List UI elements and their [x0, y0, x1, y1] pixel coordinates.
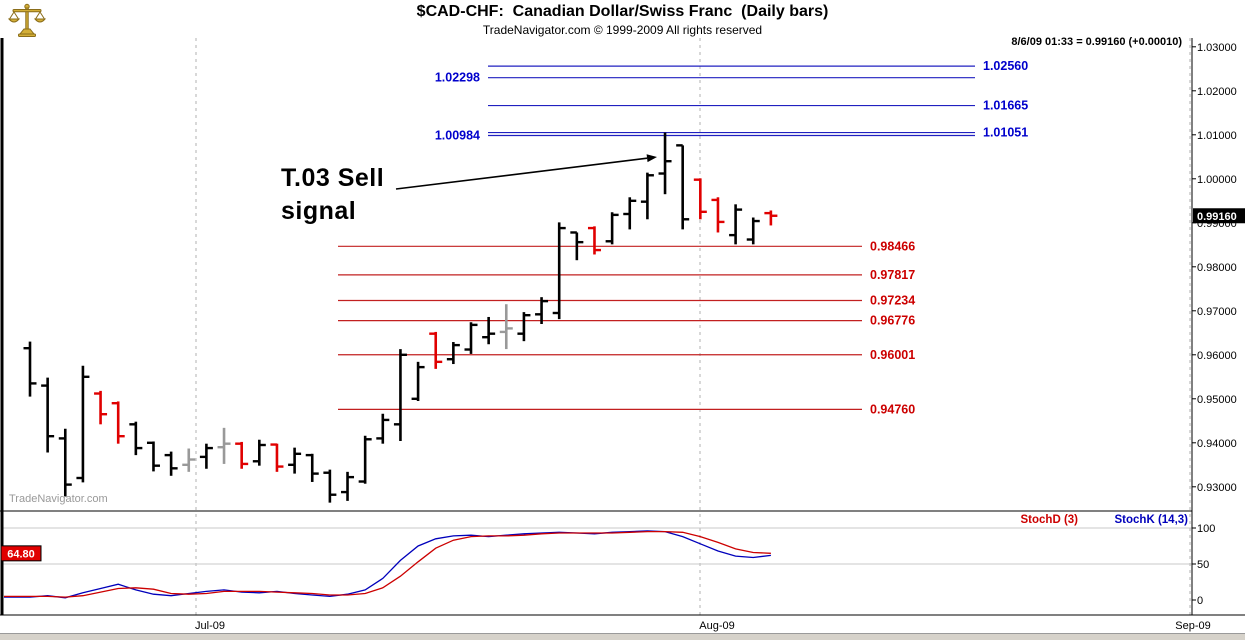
ohlc-bar: [464, 322, 478, 354]
ohlc-bar: [252, 439, 266, 466]
sell-signal-arrowhead: [646, 154, 657, 163]
ohlc-bar: [111, 401, 125, 444]
price-axis-label: 0.96000: [1197, 350, 1237, 362]
price-axis-label: 0.94000: [1197, 438, 1237, 450]
scales-logo-icon: [7, 3, 47, 37]
sell-signal-text-line2: signal: [281, 196, 357, 225]
sell-signal-annotation[interactable]: T.03 Sell signal: [281, 162, 384, 227]
ohlc-bar: [623, 197, 637, 230]
ohlc-bar: [23, 341, 37, 397]
price-axis-label: 0.98000: [1197, 262, 1237, 274]
ohlc-bar: [41, 377, 55, 453]
sell-signal-text-line1: T.03 Sell: [281, 164, 385, 192]
ohlc-bar: [640, 172, 654, 220]
ohlc-bar: [764, 210, 778, 226]
time-axis-label: Jul-09: [195, 620, 225, 632]
stoch-d-line: [4, 530, 771, 598]
ohlc-bar: [552, 222, 566, 320]
price-axis-label: 0.97000: [1197, 306, 1237, 318]
ohlc-bar: [146, 441, 160, 472]
price-axis-label: 1.03000: [1197, 42, 1237, 54]
stoch-value-badge-text: 64.80: [7, 548, 35, 560]
support-level-label: 0.98466: [870, 239, 915, 253]
last-price-badge-text: 0.99160: [1197, 211, 1237, 223]
resistance-level-label: 1.00984: [435, 129, 480, 143]
ohlc-bar: [94, 390, 108, 425]
ohlc-bar: [305, 453, 319, 482]
quote-readout: 8/6/09 01:33 = 0.99160 (+0.00010): [1011, 36, 1182, 48]
time-axis-label: Aug-09: [699, 620, 734, 632]
ohlc-bar: [182, 448, 196, 472]
stoch-axis-label: 100: [1197, 523, 1215, 535]
time-axis-label: Sep-09: [1175, 620, 1210, 632]
support-level-label: 0.94760: [870, 402, 915, 416]
ohlc-bar: [376, 413, 390, 444]
ohlc-bar: [446, 342, 460, 365]
stoch-axis-label: 0: [1197, 595, 1203, 607]
ohlc-bar: [517, 312, 531, 342]
stoch-value-badge: [0, 545, 42, 562]
resistance-level-label: 1.01665: [983, 99, 1028, 113]
stoch-k-legend[interactable]: StochK (14,3): [1115, 514, 1189, 526]
support-level-label: 0.96001: [870, 348, 915, 362]
support-level-label: 0.97817: [870, 268, 915, 282]
ohlc-bar: [393, 349, 407, 442]
ohlc-bar: [341, 471, 355, 501]
last-price-badge: [1193, 208, 1245, 224]
support-level-label: 0.96776: [870, 314, 915, 328]
bottom-scroll-strip[interactable]: [0, 634, 1245, 640]
stoch-k-line: [4, 530, 771, 599]
ohlc-bar: [76, 365, 90, 483]
ohlc-bar: [58, 428, 72, 497]
ohlc-bar: [482, 316, 496, 345]
sell-signal-arrow[interactable]: [395, 157, 648, 190]
copyright-text: TradeNavigator.com © 1999-2009 All right…: [482, 23, 763, 37]
ohlc-bar: [199, 443, 213, 469]
support-level-label: 0.97234: [870, 294, 915, 308]
ohlc-bar: [587, 226, 601, 255]
ohlc-bar: [535, 297, 549, 324]
ohlc-bar: [164, 451, 178, 476]
ohlc-bar: [235, 441, 249, 469]
stoch-axis-label: 50: [1197, 559, 1209, 571]
ohlc-bar: [499, 304, 513, 350]
resistance-level-label: 1.01051: [983, 126, 1028, 140]
price-axis-label: 1.00000: [1197, 174, 1237, 186]
ohlc-bar: [658, 132, 672, 195]
ohlc-bar: [693, 178, 707, 220]
ohlc-bar: [358, 435, 372, 484]
ohlc-bar: [570, 231, 584, 261]
ohlc-bar: [429, 331, 443, 369]
chart-title: $CAD-CHF: Canadian Dollar/Swiss Franc (D…: [416, 3, 829, 20]
ohlc-bar: [676, 144, 690, 230]
price-axis-label: 0.95000: [1197, 394, 1237, 406]
ohlc-bar: [288, 447, 302, 474]
resistance-level-label: 1.02298: [435, 71, 480, 85]
ohlc-bar: [323, 469, 337, 503]
price-axis-label: 1.01000: [1197, 130, 1237, 142]
ohlc-bar: [746, 217, 760, 245]
ohlc-bar: [605, 212, 619, 245]
ohlc-bar: [217, 427, 231, 464]
ohlc-bar: [711, 197, 725, 233]
stoch-d-legend[interactable]: StochD (3): [1021, 514, 1079, 526]
ohlc-bar: [729, 204, 743, 245]
ohlc-bar: [270, 443, 284, 472]
price-axis-label: 0.93000: [1197, 482, 1237, 494]
ohlc-bar: [411, 361, 425, 401]
ohlc-bar: [129, 421, 143, 456]
resistance-level-label: 1.02560: [983, 59, 1028, 73]
price-axis-label: 1.02000: [1197, 86, 1237, 98]
watermark: TradeNavigator.com: [9, 493, 108, 505]
